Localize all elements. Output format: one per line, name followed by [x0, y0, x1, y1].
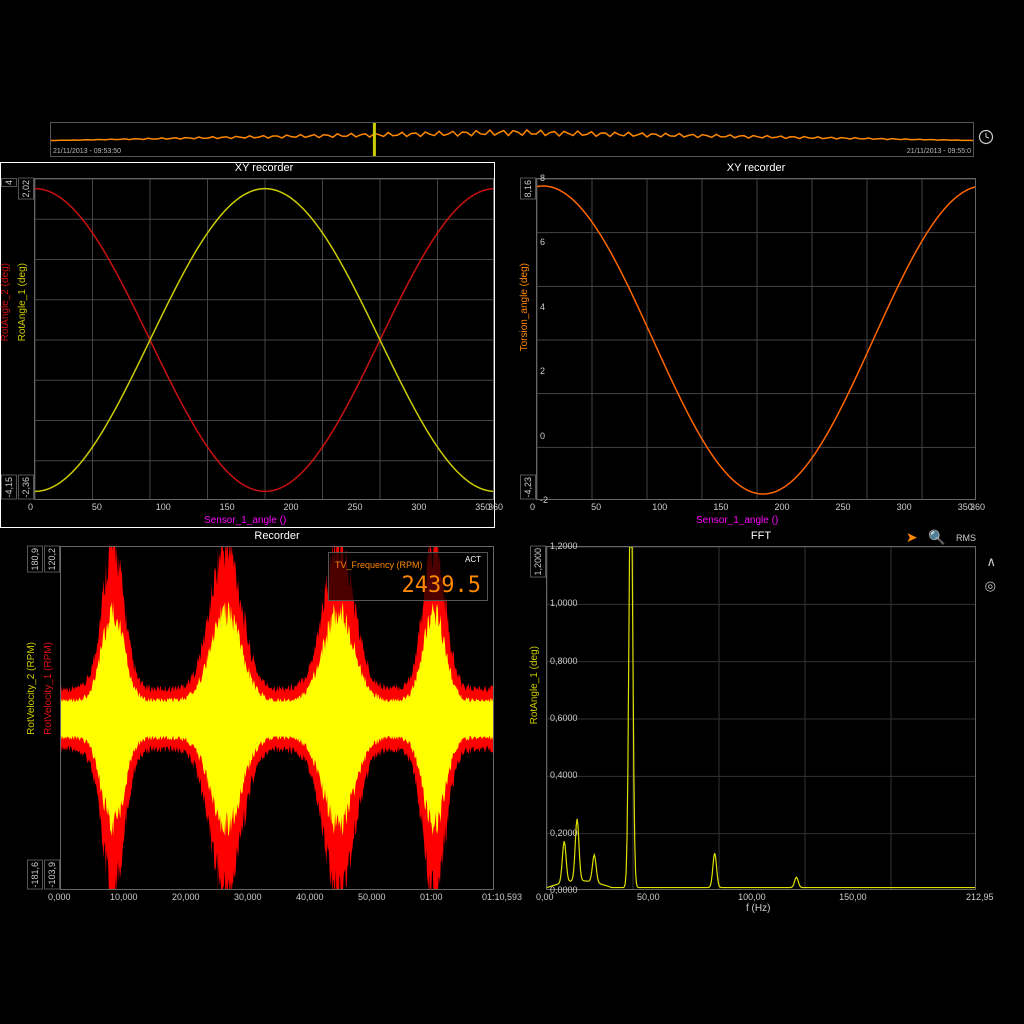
xtick: 200 — [774, 502, 789, 512]
xtick: 212,95 — [966, 892, 994, 902]
panel-title: Recorder — [60, 530, 494, 542]
expand-icon[interactable]: ∧ — [986, 554, 996, 570]
ytick: 0,6000 — [550, 713, 578, 723]
ylabel-torsion: Torsion_angle (deg) — [519, 263, 530, 351]
xtick: 01:00 — [420, 892, 443, 902]
ytick: -4,15 — [1, 475, 17, 500]
ytick: 4 — [540, 302, 545, 312]
target-icon[interactable]: ◎ — [985, 578, 996, 594]
zoom-icon[interactable]: 🔍 — [928, 529, 945, 545]
timeline-svg — [51, 123, 973, 156]
ytick: 120,2 — [44, 546, 60, 573]
ytick: 1,2000 — [550, 541, 578, 551]
xtick: 0 — [530, 502, 535, 512]
xtick: 100 — [156, 502, 171, 512]
timeline-ts-right: 21/11/2013 - 09:55:0 — [907, 148, 971, 155]
xtick: 30,000 — [234, 892, 262, 902]
panel-xy-left[interactable]: XY recorder RotAngle_2 (deg) 4 -4,15 Rot… — [34, 178, 494, 500]
ytick: 180,9 — [27, 546, 43, 573]
ytick: 2 — [540, 366, 545, 376]
ytick: 2,02 — [18, 178, 34, 200]
ytick: 0,8000 — [550, 656, 578, 666]
ytick: -2 — [540, 495, 548, 505]
xtick: 50,000 — [358, 892, 386, 902]
panel-xy-right[interactable]: XY recorder Torsion_angle (deg) 8,16 -4,… — [536, 178, 976, 500]
xtick: 10,000 — [110, 892, 138, 902]
xtick: 150 — [713, 502, 728, 512]
timeline-overview[interactable]: 21/11/2013 - 09:53:50 21/11/2013 - 09:55… — [50, 122, 974, 157]
xtick: 50,00 — [637, 892, 660, 902]
ylabel-rotangle2: RotAngle_2 (deg) — [0, 263, 11, 341]
ylabel-rotvel2: RotVelocity_2 (RPM) — [26, 642, 37, 735]
tr-plot — [536, 178, 976, 500]
xlabel: f (Hz) — [746, 903, 770, 914]
cursor-icon[interactable]: ➤ — [906, 529, 918, 545]
ylabel-rotvel1: RotVelocity_1 (RPM) — [43, 642, 54, 735]
panel-recorder[interactable]: Recorder RotVelocity_2 (RPM) 180,9 -181,… — [60, 546, 494, 890]
xtick: 300 — [411, 502, 426, 512]
clock-icon[interactable] — [978, 129, 994, 150]
xtick: 40,000 — [296, 892, 324, 902]
ylabel-rotangle1: RotAngle_1 (deg) — [17, 263, 28, 341]
ytick: 1,2000 — [530, 546, 546, 578]
xtick: 01:10,593 — [482, 892, 522, 902]
xtick: 0,000 — [48, 892, 71, 902]
panel-fft[interactable]: FFT ➤ 🔍 RMS ∧ ◎ RotAngle_1 (deg) 1,2000 … — [546, 546, 976, 890]
xlabel: Sensor_1_angle () — [696, 515, 778, 526]
panel-title: XY recorder — [536, 162, 976, 174]
xtick: 200 — [284, 502, 299, 512]
ytick: -2,36 — [18, 475, 34, 500]
ytick: 6 — [540, 237, 545, 247]
xtick: 100,00 — [738, 892, 766, 902]
xtick: 0 — [28, 502, 33, 512]
ytick: 0,2000 — [550, 828, 578, 838]
xtick: 50 — [591, 502, 601, 512]
ytick: 0,0000 — [550, 885, 578, 895]
readout-badge: ACT — [465, 555, 481, 564]
ytick: -181,6 — [27, 860, 43, 890]
xtick: 20,000 — [172, 892, 200, 902]
xtick: 360 — [488, 502, 503, 512]
ytick: 1,0000 — [550, 598, 578, 608]
ytick: 8,16 — [520, 178, 536, 200]
xtick: 250 — [347, 502, 362, 512]
panel-border — [0, 162, 495, 528]
xlabel: Sensor_1_angle () — [204, 515, 286, 526]
frequency-readout: TV_Frequency (RPM) ACT 2439.5 — [328, 552, 488, 601]
ytick: 8 — [540, 173, 545, 183]
br-plot — [546, 546, 976, 890]
xtick: 360 — [970, 502, 985, 512]
xtick: 300 — [897, 502, 912, 512]
xtick: 250 — [836, 502, 851, 512]
ylabel-fft: RotAngle_1 (deg) — [529, 646, 540, 724]
ytick: 0 — [540, 431, 545, 441]
timeline-ts-left: 21/11/2013 - 09:53:50 — [53, 148, 121, 155]
fft-toolbar: ➤ 🔍 RMS — [900, 529, 976, 547]
ytick: 4 — [1, 178, 17, 187]
xtick: 150,00 — [839, 892, 867, 902]
xtick: 150 — [220, 502, 235, 512]
xtick: 100 — [652, 502, 667, 512]
xtick: 50 — [92, 502, 102, 512]
readout-label: TV_Frequency (RPM) — [335, 560, 423, 570]
readout-value: 2439.5 — [335, 573, 481, 598]
rms-button[interactable]: RMS — [956, 533, 976, 543]
ytick: 0,4000 — [550, 770, 578, 780]
ytick: -4,23 — [520, 475, 536, 500]
ytick: -103,9 — [44, 860, 60, 890]
